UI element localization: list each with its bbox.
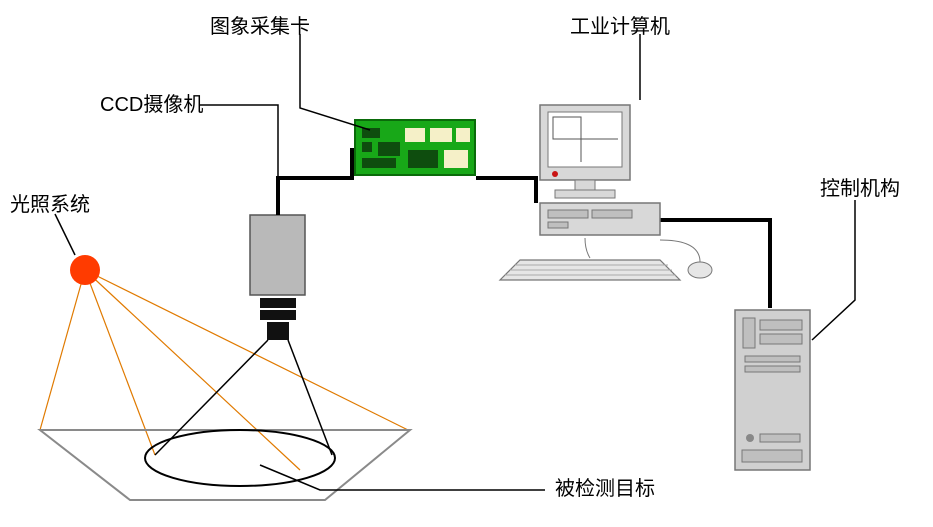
label-computer: 工业计算机 [570, 10, 670, 39]
ground-plane [40, 430, 410, 500]
label-capture-card: 图象采集卡 [210, 10, 310, 39]
label-camera: CCD摄像机 [100, 88, 203, 117]
diagram-stage: 图象采集卡 工业计算机 CCD摄像机 控制机构 光照系统 被检测目标 [0, 0, 933, 527]
label-light: 光照系统 [10, 188, 90, 217]
light-rays [40, 270, 408, 470]
light-source-icon [70, 255, 100, 285]
target-ellipse [145, 430, 335, 486]
label-target: 被检测目标 [555, 472, 655, 501]
capture-card-icon [355, 120, 475, 175]
cables [278, 148, 770, 308]
controller-icon [735, 310, 810, 470]
computer-icon [500, 105, 712, 280]
diagram-svg [0, 0, 933, 527]
ccd-camera-icon [250, 215, 305, 340]
label-controller: 控制机构 [820, 172, 900, 201]
camera-view-cone [155, 340, 332, 455]
